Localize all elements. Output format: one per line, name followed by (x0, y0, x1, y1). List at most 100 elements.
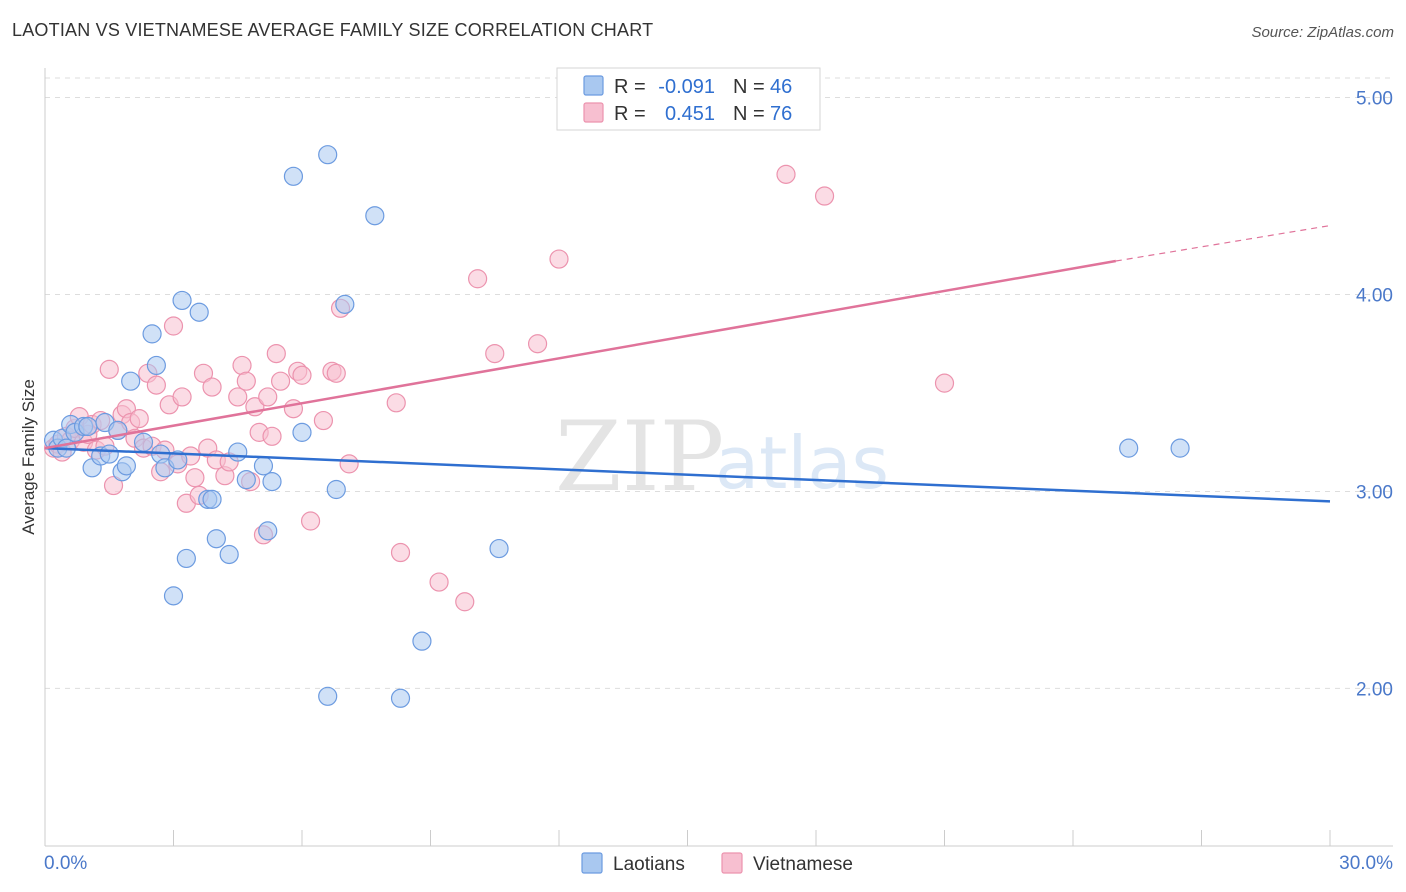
laotians-point (202, 489, 222, 509)
correlation-legend: R = -0.091 N = 46 R = 0.451 N = 76 (556, 67, 821, 131)
legend-swatch-laotians (583, 75, 604, 96)
vietnamese-point (185, 468, 205, 488)
laotians-point (258, 521, 278, 541)
laotians-point (228, 442, 248, 462)
vietnamese-point (776, 164, 796, 184)
laotians-point (121, 371, 141, 391)
axes (44, 68, 1393, 847)
vietnamese-point (300, 511, 321, 531)
vietnamese-point (163, 316, 184, 336)
legend-r-label-laotians: R = (614, 76, 646, 98)
vietnamese-point (326, 363, 346, 383)
laotians-point (133, 432, 154, 452)
watermark-zip: ZIP (555, 401, 724, 513)
legend-n-label-laotians: N = (733, 76, 765, 98)
vietnamese-point (146, 375, 166, 395)
vietnamese-point (814, 186, 835, 206)
vietnamese-point (386, 393, 406, 413)
laotians-point (1119, 438, 1139, 458)
chart-source: Source: ZipAtlas.com (1251, 24, 1394, 41)
laotians-point (318, 145, 338, 165)
laotians-point (1170, 438, 1190, 458)
legend-n-label-vietnamese: N = (733, 103, 765, 125)
vietnamese-point (292, 365, 312, 385)
chart-title: LAOTIAN VS VIETNAMESE AVERAGE FAMILY SIZ… (12, 20, 654, 40)
legend-n-value-vietnamese: 76 (770, 103, 792, 125)
laotians-point (489, 538, 509, 559)
laotians-point (292, 422, 312, 442)
vietnamese-point (313, 410, 334, 431)
vietnamese-point (262, 426, 282, 446)
laotians-point (78, 416, 98, 437)
bottom-legend-label-laotians: Laotians (613, 854, 685, 875)
bottom-legend-swatch-laotians (581, 852, 603, 874)
vietnamese-point (455, 592, 475, 612)
vietnamese-point (99, 359, 119, 379)
y-tick-label: 2.00 (1356, 679, 1393, 700)
vietnamese-point (172, 387, 192, 407)
laotians-point (262, 472, 282, 492)
vietnamese-point (236, 371, 256, 391)
legend-r-label-vietnamese: R = (614, 103, 646, 125)
vietnamese-point (339, 454, 359, 474)
laotians-point (335, 294, 355, 314)
vietnamese-point (103, 475, 124, 496)
laotians-point (172, 290, 192, 311)
laotians-point (168, 450, 188, 470)
vietnamese-point (390, 542, 411, 563)
bottom-legend-swatch-vietnamese (721, 852, 743, 874)
x-tick-label-max: 30.0% (1339, 853, 1393, 874)
bottom-legend-label-vietnamese: Vietnamese (753, 854, 853, 875)
vietnamese-point (549, 249, 569, 269)
laotians-points (43, 145, 1190, 708)
laotians-point (283, 166, 304, 186)
trendlines (44, 224, 1331, 503)
laotians-point (189, 302, 209, 322)
vietnamese-point (485, 343, 505, 364)
vietnamese-point (266, 343, 286, 364)
vietnamese-trendline (44, 259, 1117, 450)
y-tick-label: 3.00 (1356, 482, 1393, 503)
laotians-point (253, 456, 274, 476)
laotians-point (236, 470, 256, 490)
legend-n-value-laotians: 46 (770, 76, 792, 98)
x-tick-label-min: 0.0% (44, 853, 87, 874)
legend-r-value-vietnamese: 0.451 (665, 103, 715, 125)
y-axis-label: Average Family Size (19, 379, 38, 535)
vietnamese-point (228, 387, 248, 407)
laotians-point (142, 324, 162, 344)
vietnamese-point (468, 269, 488, 289)
legend-swatch-vietnamese (583, 102, 604, 123)
laotians-point (146, 355, 166, 376)
vietnamese-point (202, 377, 222, 397)
legend-r-value-laotians: -0.091 (658, 76, 715, 98)
vietnamese-point (193, 363, 214, 383)
laotians-point (412, 631, 432, 651)
vietnamese-point (934, 373, 955, 393)
laotians-point (219, 544, 239, 565)
laotians-point (390, 688, 411, 708)
laotians-point (116, 456, 136, 476)
y-tick-label: 5.00 (1356, 89, 1393, 110)
series-legend: Laotians Vietnamese (581, 852, 853, 875)
vietnamese-point (129, 408, 149, 429)
laotians-point (99, 444, 119, 464)
y-tick-labels: 2.00 3.00 4.00 5.00 (1356, 89, 1393, 701)
laotians-point (176, 548, 196, 569)
laotians-point (326, 479, 346, 500)
laotians-point (206, 529, 226, 549)
vietnamese-point (527, 334, 548, 354)
vietnamese-point (270, 371, 291, 391)
laotians-trendline (44, 446, 1331, 503)
vietnamese-point (258, 387, 278, 407)
y-tick-label: 4.00 (1356, 286, 1393, 307)
vietnamese-trendline-extension (1115, 224, 1331, 262)
laotians-point (318, 686, 338, 706)
vietnamese-point (232, 355, 252, 376)
watermark-atlas: atlas (715, 421, 889, 505)
vietnamese-point (429, 572, 449, 592)
x-ticks (44, 830, 1331, 846)
watermark: ZIP atlas (555, 401, 889, 513)
laotians-point (365, 206, 385, 226)
